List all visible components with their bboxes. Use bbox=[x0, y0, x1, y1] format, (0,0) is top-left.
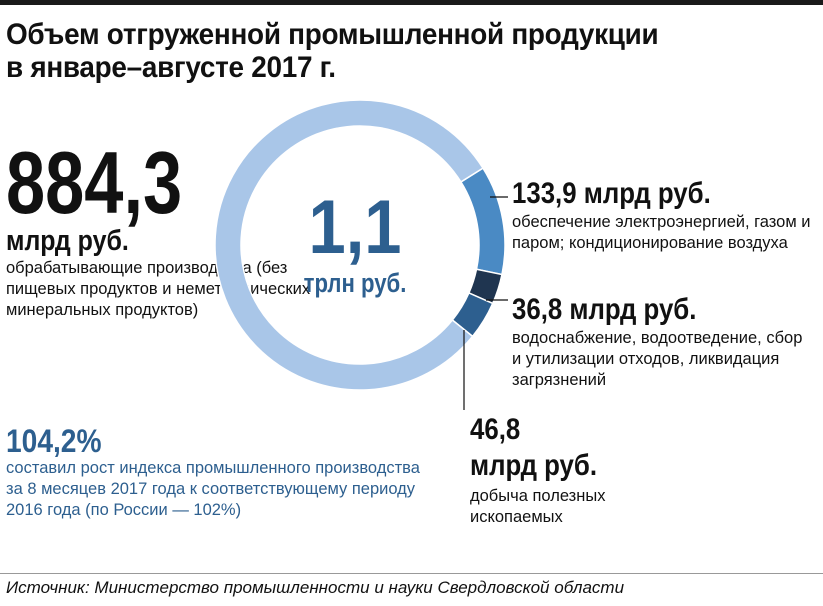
manufacturing-value: 884,3 bbox=[6, 133, 183, 232]
donut-segment-manufacturing bbox=[214, 99, 485, 391]
manufacturing-unit: млрд руб. bbox=[6, 225, 129, 257]
energy-value: 133,9 млрд руб. bbox=[512, 177, 711, 210]
donut-segments bbox=[214, 99, 506, 391]
top-rule bbox=[0, 0, 823, 5]
donut-segment-energy bbox=[459, 167, 506, 276]
water-description: водоснабжение, водоотведение, сбор и ути… bbox=[512, 329, 803, 389]
growth-value: 104,2% bbox=[6, 423, 102, 459]
mining-unit: млрд руб. bbox=[470, 449, 598, 482]
mining-value: 46,8 bbox=[470, 413, 521, 446]
source-note: Источник: Министерство промышленности и … bbox=[6, 578, 625, 597]
total-value: 1,1 bbox=[308, 185, 402, 270]
energy-description: обеспечение электроэнергией, газом и пар… bbox=[512, 213, 811, 252]
chart-title: Объем отгруженной промышленной продукции… bbox=[6, 18, 731, 84]
mining-description: добыча полезных ископаемых bbox=[470, 487, 606, 526]
water-value: 36,8 млрд руб. bbox=[512, 293, 697, 326]
chart-title-line-2: в январе–августе 2017 г. bbox=[6, 51, 336, 84]
total-unit: трлн руб. bbox=[303, 268, 407, 298]
leader-lines bbox=[463, 196, 508, 410]
bottom-rule bbox=[0, 573, 823, 574]
growth-description: составил рост индекса промышленного прои… bbox=[6, 459, 420, 519]
chart-title-line-1: Объем отгруженной промышленной продукции bbox=[6, 18, 659, 51]
